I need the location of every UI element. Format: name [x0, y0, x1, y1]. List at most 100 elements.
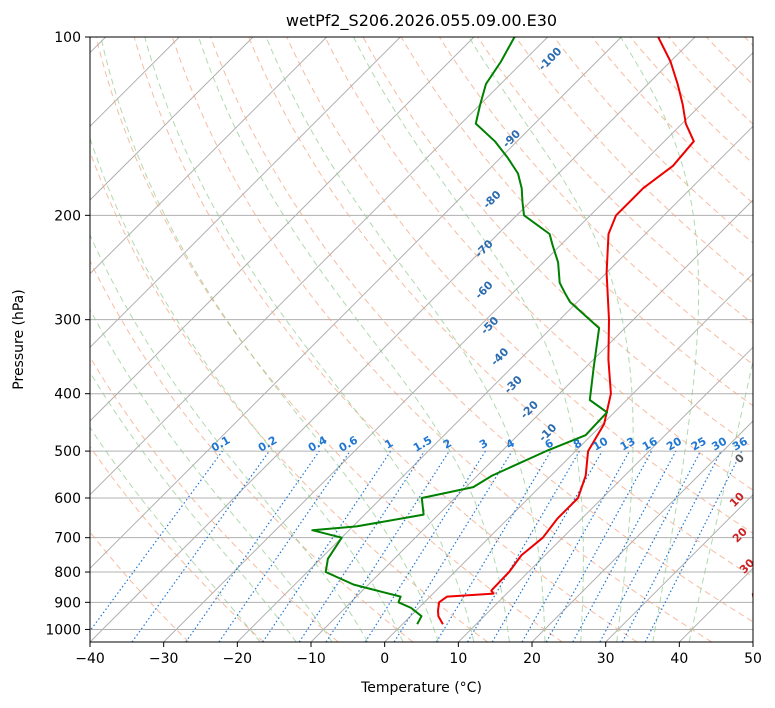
dry-adiabat	[438, 37, 753, 366]
dry-adiabat	[515, 37, 753, 284]
mixing-ratio-line	[545, 450, 653, 642]
moist-adiabat	[90, 426, 261, 642]
temperature-line	[437, 37, 695, 625]
y-axis-label: Pressure (hPa)	[11, 289, 27, 389]
isotherm-gridline	[605, 493, 753, 642]
mixing-ratio-label: 6	[543, 436, 556, 451]
moist-adiabat-label: 10	[727, 490, 747, 510]
isotherm-gridline	[90, 37, 622, 570]
moist-adiabat	[90, 136, 404, 642]
isotherm-gridline	[90, 37, 254, 201]
isotherm-gridline	[163, 51, 753, 642]
x-tick-label: 20	[523, 651, 541, 667]
dry-adiabat	[90, 150, 488, 642]
dry-adiabat	[90, 259, 414, 642]
isotherm-gridline	[90, 37, 549, 496]
moist-adiabat	[90, 308, 333, 642]
x-tick-label: 30	[597, 651, 615, 667]
y-tick-label: 400	[54, 387, 81, 403]
isotherm-gridline	[678, 567, 753, 642]
x-tick-label: −10	[296, 651, 326, 667]
x-tick-label: 50	[744, 651, 762, 667]
y-tick-label: 500	[54, 444, 81, 460]
dry-adiabat-label: -90	[500, 127, 523, 150]
moist-adiabat-label: 40	[748, 584, 768, 604]
dry-adiabat	[324, 37, 753, 491]
x-tick-label: 40	[670, 651, 688, 667]
moist-adiabat	[144, 37, 475, 642]
isotherm-gridline	[752, 641, 753, 642]
moist-adiabat	[620, 37, 700, 642]
y-tick-label: 300	[54, 313, 81, 329]
y-tick-label: 800	[54, 565, 81, 581]
isotherm-gridline	[531, 420, 753, 642]
mixing-ratio-line	[599, 450, 702, 642]
y-tick-label: 900	[54, 595, 81, 611]
y-tick-label: 1000	[45, 622, 81, 638]
moist-adiabat-label: 30	[737, 556, 757, 576]
isotherm-gridline	[90, 37, 401, 349]
isotherm-gridline	[90, 37, 475, 422]
moist-adiabat	[90, 371, 297, 642]
y-tick-label: 200	[54, 208, 81, 224]
plot-frame	[89, 36, 754, 643]
chart-title: wetPf2_S206.2026.055.09.00.E30	[286, 11, 557, 31]
mixing-ratio-line	[185, 450, 320, 642]
dry-adiabat	[95, 37, 563, 642]
mixing-ratio-line	[90, 450, 223, 632]
dry-adiabat	[210, 37, 753, 623]
isotherm-gridline	[457, 346, 753, 642]
dry-adiabat	[553, 37, 753, 244]
dewpoint-line	[311, 37, 608, 625]
mixing-ratio-line	[298, 450, 425, 642]
mixing-ratio-line	[218, 450, 351, 642]
dry-adiabat-label: -60	[472, 278, 495, 301]
x-tick-label: −40	[75, 651, 105, 667]
x-axis-label: Temperature (°C)	[360, 680, 482, 696]
moist-adiabat	[688, 358, 753, 642]
dry-adiabat	[286, 37, 753, 534]
y-tick-label: 600	[54, 491, 81, 507]
y-tick-label: 700	[54, 531, 81, 547]
isotherm-gridline	[90, 37, 328, 275]
x-tick-label: 0	[380, 651, 389, 667]
mixing-ratio-line	[435, 450, 552, 642]
mixing-ratio-line	[466, 450, 580, 642]
dry-adiabat	[171, 37, 712, 642]
dry-adiabat	[90, 356, 339, 642]
dry-adiabat-label: -30	[502, 373, 525, 396]
y-tick-label: 100	[54, 30, 81, 46]
plot-area: -100-90-80-70-60-50-40-30-20-100.1 0.2 0.4…	[90, 37, 768, 642]
x-tick-label: 10	[449, 651, 467, 667]
dry-adiabat-label: -80	[480, 188, 503, 211]
dry-adiabat-label: -40	[488, 345, 511, 368]
isotherm-gridline	[310, 199, 753, 642]
dry-adiabat	[706, 37, 753, 86]
dry-adiabat-label: -50	[478, 314, 501, 337]
dry-adiabat	[668, 37, 753, 125]
isotherm-gridline	[236, 125, 753, 642]
mixing-ratio-line	[364, 450, 486, 642]
isotherm-gridline	[90, 37, 696, 642]
axis-ticks: −40 −30 −20 −10 0 10 20 30 40 5010020030040050060…	[45, 30, 762, 667]
dry-adiabat-label: -100	[536, 44, 565, 73]
isotherm-gridline	[384, 272, 753, 642]
mixing-ratio-line	[572, 450, 677, 642]
mixing-ratio-line	[262, 450, 392, 642]
x-tick-label: −20	[223, 651, 253, 667]
moist-adiabat-label: 0	[732, 451, 747, 466]
mixing-ratio-line	[644, 450, 743, 642]
mixing-ratio-line	[325, 450, 450, 642]
moist-adiabat-label: 20	[730, 525, 750, 545]
mixing-ratio-label: 3	[477, 437, 490, 452]
dry-adiabat	[90, 445, 264, 642]
dry-adiabat	[90, 531, 190, 642]
dry-adiabat	[248, 37, 753, 578]
mixing-ratio-label: 2	[441, 437, 454, 452]
dry-adiabat-label: -70	[472, 237, 495, 260]
moist-adiabat	[353, 37, 584, 642]
moist-adiabat	[90, 233, 369, 642]
mixing-ratio-line	[521, 450, 631, 642]
dry-adiabat	[591, 37, 753, 204]
